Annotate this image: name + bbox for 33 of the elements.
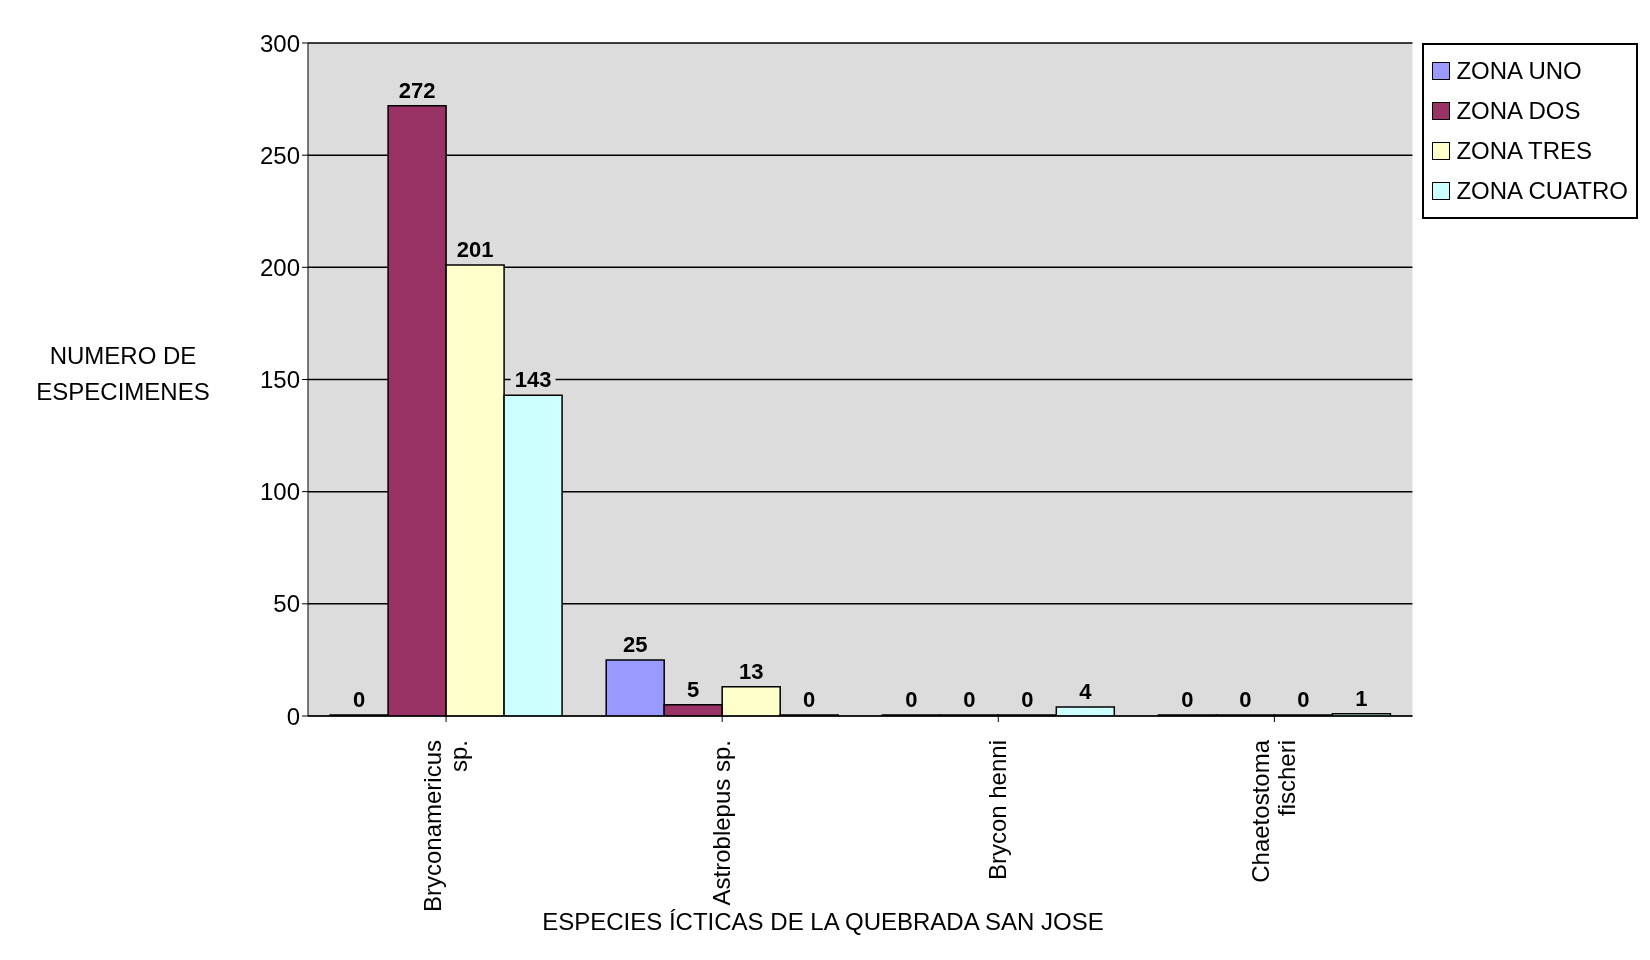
data-label: 201 bbox=[456, 237, 494, 263]
data-label: 0 bbox=[905, 687, 918, 712]
y-tick-label: 300 bbox=[259, 29, 300, 57]
data-label: 0 bbox=[1021, 687, 1034, 712]
data-label: 25 bbox=[622, 631, 648, 657]
data-label: 272 bbox=[398, 77, 436, 103]
x-tick-label: Brycon henni bbox=[984, 740, 1012, 881]
y-tick-label: 150 bbox=[259, 366, 300, 394]
y-tick-label: 0 bbox=[286, 702, 300, 730]
x-tick-label: Chaetostoma fischeri bbox=[1247, 739, 1301, 883]
y-tick-label: 50 bbox=[273, 590, 300, 618]
data-label: 0 bbox=[352, 687, 366, 712]
data-label: 0 bbox=[1239, 687, 1252, 712]
legend-label: ZONA TRES bbox=[1456, 137, 1593, 165]
x-axis-title: ESPECIES ÍCTICAS DE LA QUEBRADA SAN JOSE bbox=[542, 908, 1104, 935]
data-label: 0 bbox=[803, 687, 816, 712]
x-tick-label: Astroblepus sp. bbox=[708, 740, 736, 906]
legend-label: ZONA UNO bbox=[1456, 57, 1582, 85]
legend-label: ZONA DOS bbox=[1456, 97, 1581, 125]
y-tick-label: 100 bbox=[259, 478, 300, 506]
data-label: 0 bbox=[1181, 687, 1194, 712]
data-label: 0 bbox=[1297, 687, 1310, 712]
data-label: 4 bbox=[1079, 679, 1093, 705]
data-label: 13 bbox=[738, 658, 764, 684]
legend-label: ZONA CUATRO bbox=[1456, 177, 1628, 205]
data-label: 5 bbox=[687, 676, 700, 702]
data-label: 143 bbox=[514, 367, 552, 393]
data-label: 0 bbox=[963, 687, 976, 712]
x-tick-label: Bryconamericus sp. bbox=[419, 740, 473, 913]
y-tick-label: 200 bbox=[259, 253, 300, 281]
y-tick-label: 250 bbox=[259, 141, 300, 169]
y-axis-title: NUMERO DE ESPECIMENES bbox=[35, 341, 211, 407]
data-label: 1 bbox=[1355, 685, 1368, 711]
